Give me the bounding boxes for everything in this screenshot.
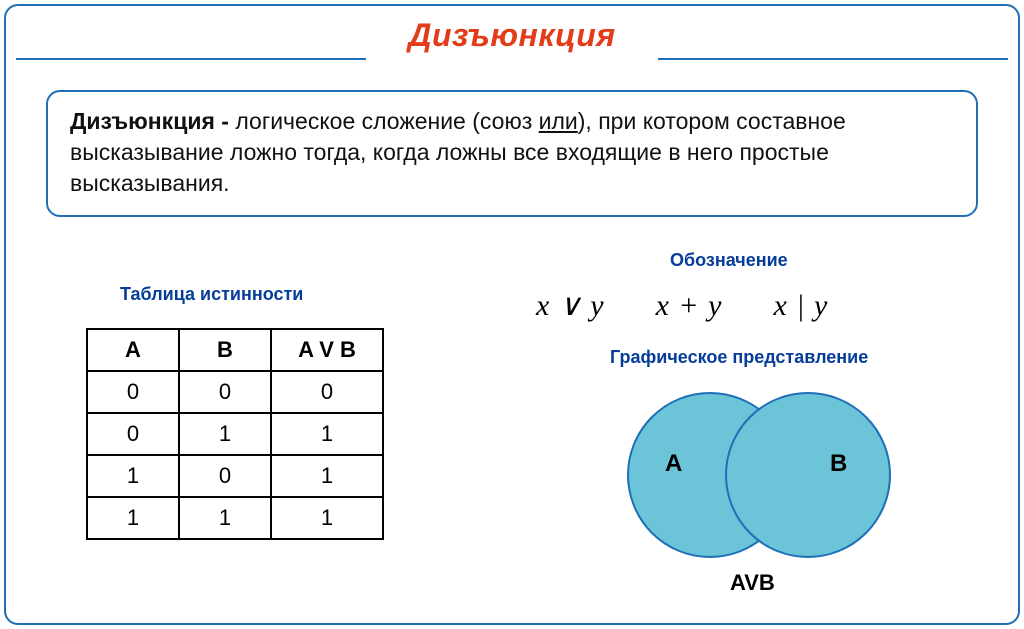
label-graphic: Графическое представление: [610, 347, 868, 368]
table-row: 1 1 1: [87, 497, 383, 539]
notation-formulas: x ∨ y x + y x | y: [536, 288, 828, 323]
page-title: Дизъюнкция: [408, 17, 615, 54]
venn-label-bottom: AVB: [730, 570, 775, 596]
cell-r: 1: [271, 497, 383, 539]
cell-a: 0: [87, 371, 179, 413]
venn-circle-b: [726, 393, 890, 557]
header-a: A: [87, 329, 179, 371]
cell-r: 1: [271, 413, 383, 455]
cell-a: 0: [87, 413, 179, 455]
venn-label-a: A: [665, 450, 682, 478]
venn-svg: [590, 375, 930, 575]
cell-b: 0: [179, 371, 271, 413]
table-header-row: A B A V B: [87, 329, 383, 371]
cell-b: 1: [179, 413, 271, 455]
cell-r: 0: [271, 371, 383, 413]
table-row: 0 1 1: [87, 413, 383, 455]
cell-a: 1: [87, 455, 179, 497]
truth-table: A B A V B 0 0 0 0 1 1 1 0 1 1 1 1: [86, 328, 384, 540]
definition-text-1: логическое сложение (союз: [235, 108, 538, 134]
definition-box: Дизъюнкция - логическое сложение (союз и…: [46, 90, 978, 217]
venn-diagram: A B AVB: [590, 375, 930, 595]
label-truth-table: Таблица истинности: [120, 284, 303, 305]
header-result: A V B: [271, 329, 383, 371]
cell-a: 1: [87, 497, 179, 539]
cell-b: 0: [179, 455, 271, 497]
label-notation: Обозначение: [670, 250, 788, 271]
definition-underline: или: [539, 108, 578, 134]
cell-r: 1: [271, 455, 383, 497]
cell-b: 1: [179, 497, 271, 539]
table-row: 0 0 0: [87, 371, 383, 413]
title-underline-left: [16, 58, 366, 60]
definition-term: Дизъюнкция -: [70, 108, 235, 134]
header-b: B: [179, 329, 271, 371]
venn-label-b: B: [830, 450, 847, 478]
table-row: 1 0 1: [87, 455, 383, 497]
title-underline-right: [658, 58, 1008, 60]
